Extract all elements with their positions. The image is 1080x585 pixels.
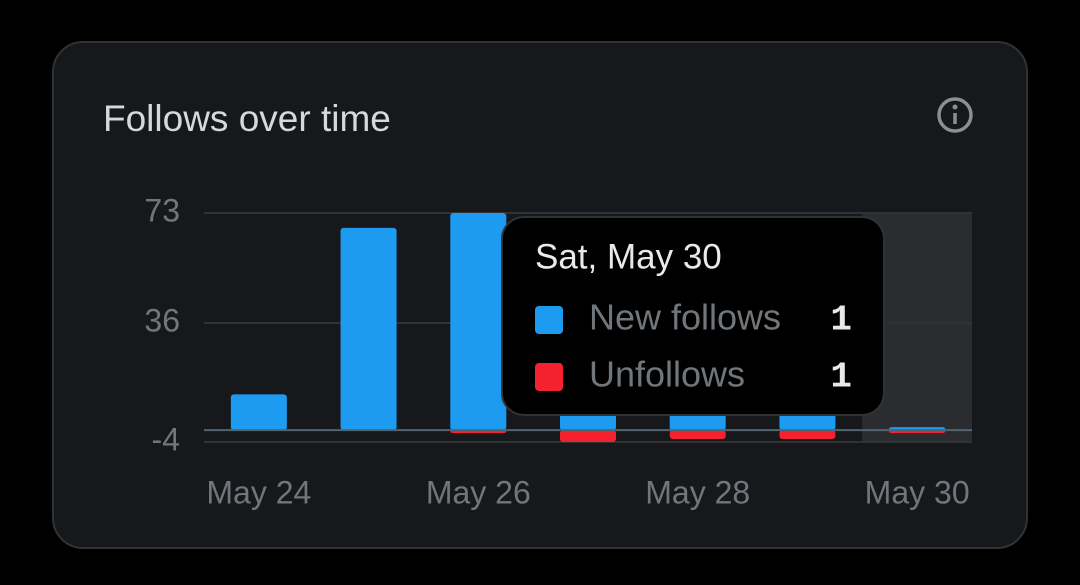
info-icon[interactable] (937, 97, 973, 133)
tooltip-box (501, 216, 885, 416)
y-tick-label: 36 (144, 302, 180, 338)
bar (779, 430, 836, 440)
legend-swatch (535, 306, 563, 334)
bar (669, 430, 726, 440)
tooltip-value: 1 (830, 357, 852, 398)
bar (560, 430, 616, 442)
x-tick-label: May 26 (426, 474, 531, 510)
card-title: Follows over time (103, 98, 391, 139)
y-tick-label: -4 (152, 421, 180, 457)
legend-swatch (535, 363, 563, 391)
x-tick-label: May 24 (206, 474, 311, 510)
bar (230, 394, 287, 431)
tooltip: Sat, May 30 New follows 1 Unfollows 1 (501, 216, 885, 416)
legend-label: New follows (589, 297, 781, 338)
tooltip-title: Sat, May 30 (535, 237, 722, 276)
x-tick-label: May 28 (645, 474, 750, 510)
y-tick-label: 73 (144, 192, 180, 228)
bar (450, 213, 507, 431)
tooltip-rows: New follows 1 Unfollows 1 (535, 297, 852, 398)
bar (340, 227, 397, 431)
legend-label: Unfollows (589, 354, 745, 395)
tooltip-value: 1 (830, 300, 852, 341)
x-tick-label: May 30 (865, 474, 970, 510)
